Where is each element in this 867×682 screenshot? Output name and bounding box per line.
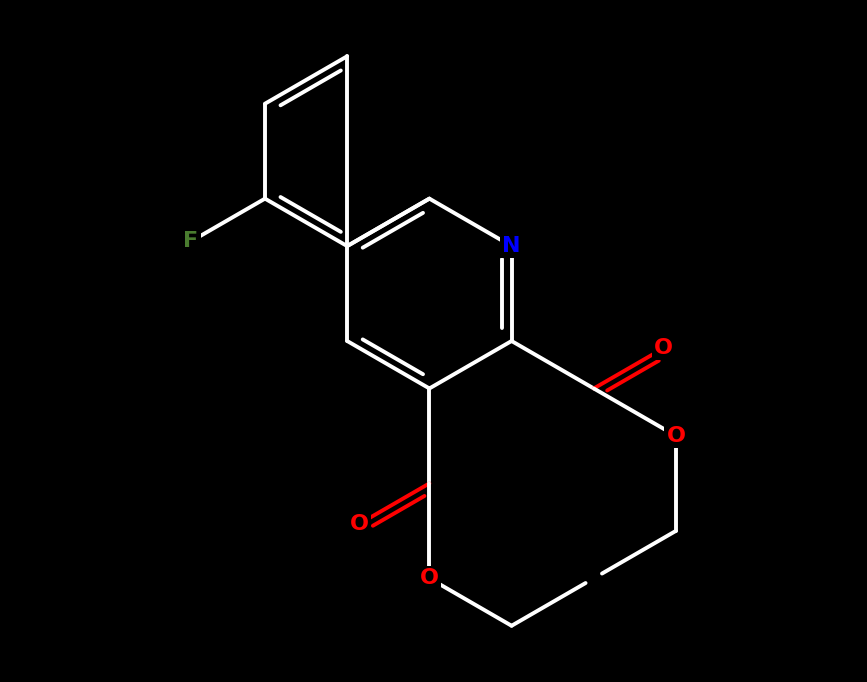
Text: O: O [667, 426, 686, 446]
Text: F: F [184, 231, 199, 252]
Text: O: O [350, 514, 369, 534]
Text: N: N [502, 236, 521, 256]
Text: O: O [655, 338, 673, 358]
Text: O: O [420, 568, 439, 589]
